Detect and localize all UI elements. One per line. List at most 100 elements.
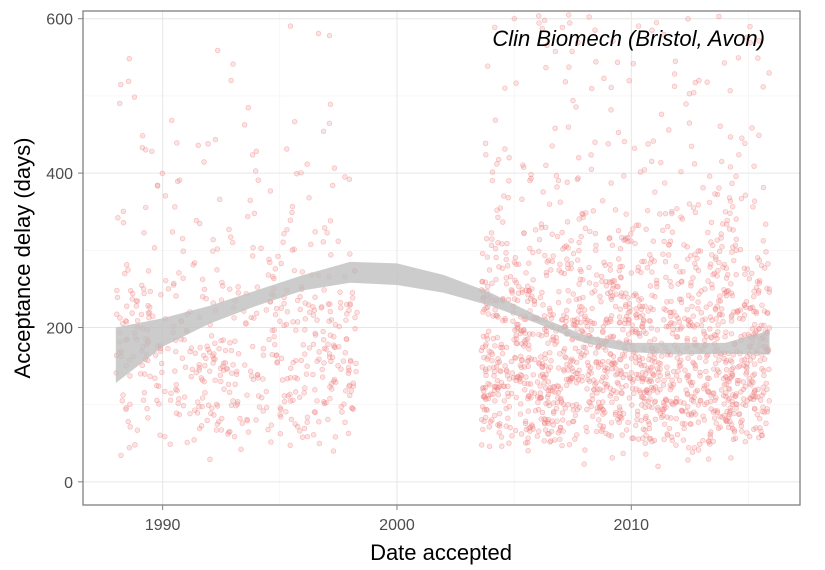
data-point: [331, 165, 338, 171]
data-point: [613, 389, 620, 395]
data-point: [623, 363, 630, 369]
data-point: [508, 358, 515, 365]
data-point: [245, 429, 252, 435]
data-point: [297, 394, 303, 400]
data-point: [345, 365, 352, 371]
data-point: [509, 290, 515, 296]
data-point: [308, 241, 314, 248]
data-point: [154, 382, 160, 389]
data-point: [196, 364, 202, 371]
data-point: [222, 347, 229, 354]
data-point: [761, 372, 767, 379]
data-point: [564, 361, 570, 368]
data-point: [120, 220, 127, 226]
data-point: [618, 356, 624, 363]
data-point: [321, 360, 327, 366]
data-point: [674, 326, 681, 333]
data-point: [610, 387, 617, 394]
data-point: [288, 416, 295, 423]
data-point: [289, 203, 296, 210]
data-point: [732, 242, 739, 249]
data-point: [244, 392, 250, 398]
data-point: [644, 207, 651, 214]
data-point: [293, 358, 299, 364]
data-point: [292, 118, 298, 125]
data-point: [728, 455, 734, 461]
data-point: [661, 406, 667, 412]
data-point: [531, 356, 538, 363]
data-point: [720, 221, 726, 227]
data-point: [563, 382, 570, 388]
data-point: [724, 288, 730, 295]
data-point: [673, 373, 680, 379]
data-point: [345, 430, 352, 436]
data-point: [277, 405, 283, 411]
data-point: [527, 245, 533, 252]
data-point: [720, 319, 726, 325]
data-point: [626, 77, 632, 84]
data-point: [123, 405, 129, 411]
data-point: [335, 238, 341, 244]
data-point: [228, 77, 234, 84]
data-point: [713, 372, 720, 378]
data-point: [147, 288, 153, 295]
data-point: [601, 75, 607, 81]
data-point: [677, 269, 683, 275]
data-point: [312, 387, 318, 393]
data-point: [162, 388, 168, 395]
data-point: [667, 238, 674, 244]
data-point: [335, 362, 341, 369]
data-point: [479, 278, 486, 285]
data-point: [684, 307, 690, 313]
data-point: [203, 355, 209, 361]
data-point: [526, 425, 532, 431]
data-point: [485, 380, 491, 387]
data-point: [726, 424, 732, 431]
data-point: [586, 14, 592, 20]
data-point: [692, 260, 698, 267]
data-point: [654, 280, 660, 287]
data-point: [751, 405, 758, 412]
data-point: [268, 422, 274, 428]
data-point: [766, 325, 773, 331]
data-point: [267, 188, 274, 194]
data-point: [593, 242, 599, 249]
data-point: [249, 152, 256, 158]
data-point: [209, 353, 216, 359]
data-point: [640, 317, 647, 323]
data-point: [722, 334, 728, 340]
data-point: [633, 306, 639, 312]
data-point: [695, 248, 701, 254]
data-point: [525, 435, 531, 441]
data-point: [727, 164, 734, 170]
data-point: [733, 247, 740, 254]
data-point: [287, 398, 294, 404]
data-point: [513, 335, 520, 342]
data-point: [543, 272, 550, 279]
data-point: [191, 260, 198, 266]
data-point: [731, 429, 738, 435]
data-point: [332, 321, 339, 328]
data-point: [546, 402, 552, 409]
data-point: [567, 20, 573, 26]
data-point: [731, 427, 737, 433]
data-point: [674, 355, 681, 361]
data-point: [742, 192, 749, 198]
data-point: [343, 388, 349, 394]
data-point: [713, 395, 719, 401]
data-point: [344, 301, 350, 308]
data-point: [686, 90, 693, 97]
data-point: [212, 377, 218, 384]
data-point: [566, 64, 572, 70]
data-point: [716, 13, 722, 20]
data-point: [287, 23, 294, 29]
data-point: [191, 437, 197, 443]
data-point: [252, 168, 259, 174]
data-point: [550, 410, 557, 416]
axis-ticks: 1990 2000 2010 0 200 400 600: [46, 12, 649, 534]
data-point: [274, 359, 280, 365]
data-point: [737, 246, 744, 253]
data-point: [598, 273, 605, 280]
data-point: [635, 267, 641, 274]
data-point: [293, 327, 299, 333]
